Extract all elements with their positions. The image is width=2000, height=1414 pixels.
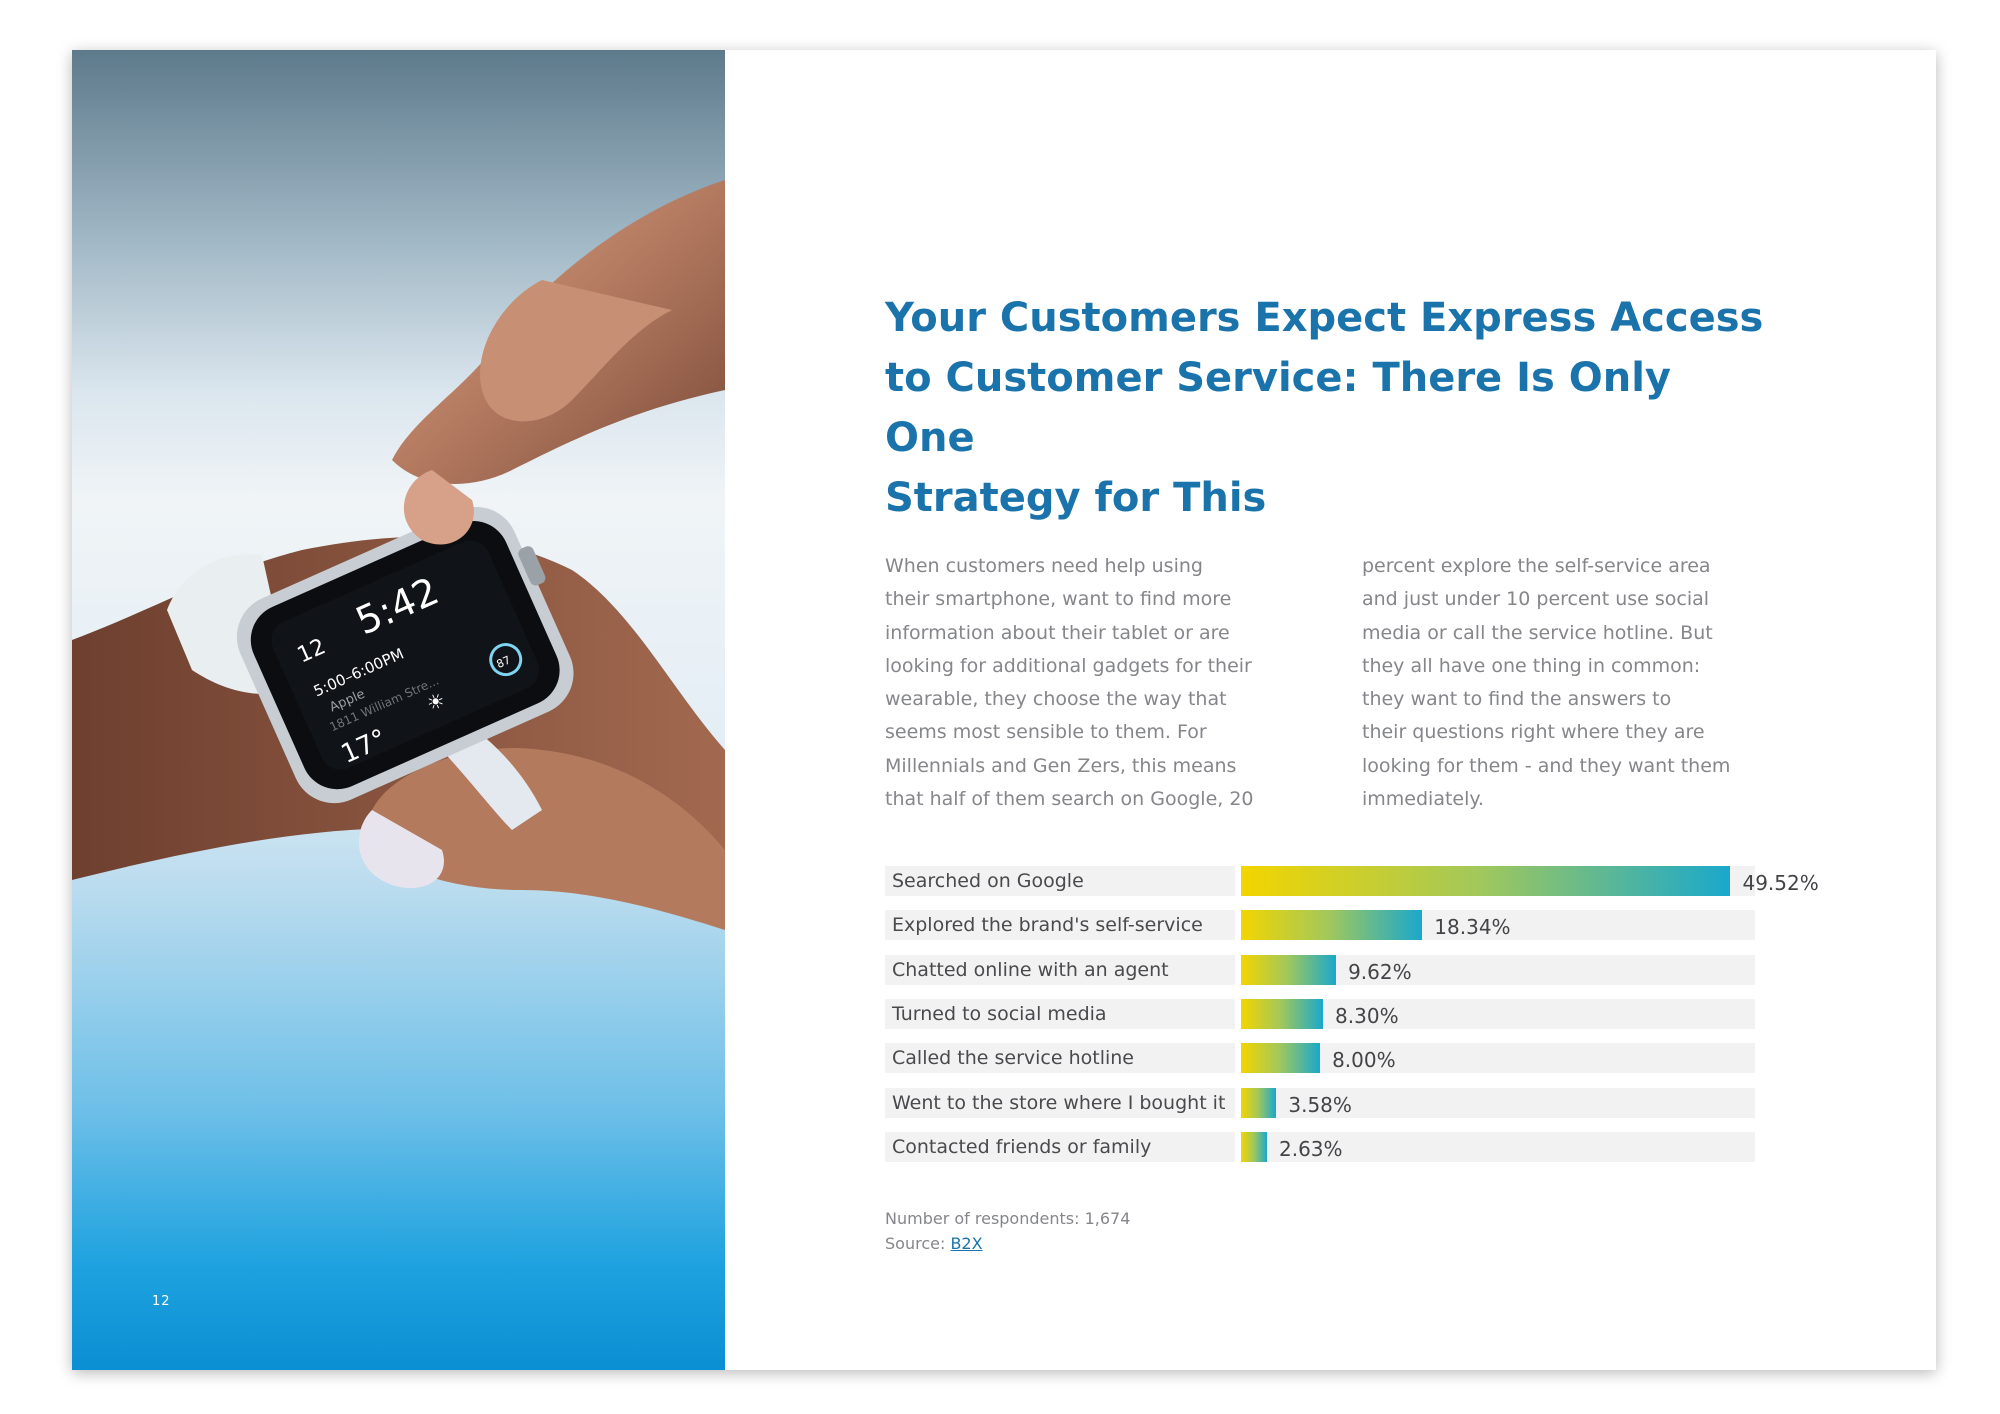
bar-label-background [885,998,1235,1029]
bar-value-label: 8.00% [1332,1048,1396,1073]
bar-row: Explored the brand's self-service 18.34% [885,910,1755,941]
bar-row: Searched on Google 49.52% [885,866,1819,896]
bar-value-label: 8.30% [1335,1003,1399,1028]
source-label: Source: [885,1234,951,1253]
bar [1241,1131,1267,1162]
body-line: information about their tablet or are [885,621,1230,644]
body-line: seems most sensible to them. For [885,721,1207,744]
body-line: that half of them search on Google, 20 [885,788,1254,811]
bar-value-label: 2.63% [1278,1136,1343,1161]
watch-ring-value: 87 [495,653,513,671]
bar-value-label: 18.34% [1434,915,1511,940]
page-title: Your Customers Expect Express Access to … [885,288,1765,528]
content-page: Your Customers Expect Express Access to … [725,50,1936,1370]
body-line: When customers need help using [885,555,1203,577]
footnotes: Number of respondents: 1,674 Source: B2X [885,1206,1130,1256]
body-line: media or call the service hotline. But [1362,621,1713,644]
bar-category-label: Went to the store where I bought it [892,1091,1226,1114]
bar [1241,910,1423,941]
title-line: Strategy for This [885,475,1267,521]
body-line: and just under 10 percent use social [1362,588,1710,611]
bar-track [1241,998,1755,1029]
bar-value-label: 3.58% [1288,1092,1352,1117]
bar-label-background [885,1043,1235,1074]
bar [1241,866,1731,896]
thumb [372,748,725,930]
body-column-2: percent explore the self-service area an… [1362,550,1802,816]
body-line: their smartphone, want to find more [885,588,1232,611]
bar-value-label: 49.52% [1742,871,1819,895]
bar [1241,998,1324,1029]
body-line: they all have one thing in common: [1362,654,1701,677]
source-link[interactable]: B2X [950,1234,983,1253]
bar-label-background [885,1131,1235,1162]
bar-track [1241,1087,1755,1118]
body-line: immediately. [1362,788,1484,811]
bar-row: Went to the store where I bought it 3.58% [885,1087,1755,1118]
brochure-spread: 5:42 12 5:00–6:00PM Apple 1811 William S… [72,50,1936,1370]
bar-category-label: Called the service hotline [892,1047,1134,1070]
bar [1241,1087,1277,1118]
bar-row: Chatted online with an agent 9.62% [885,954,1755,985]
bar-row: Contacted friends or family 2.63% [885,1131,1755,1162]
bar-category-label: Contacted friends or family [892,1135,1152,1158]
bar-category-label: Chatted online with an agent [892,958,1169,981]
bar-row: Turned to social media 8.30% [885,998,1755,1029]
bar-label-background [885,910,1235,941]
title-line: to Customer Service: There Is Only One [885,355,1671,461]
smartwatch-photo: 5:42 12 5:00–6:00PM Apple 1811 William S… [72,50,725,1370]
page-number: 12 [152,1294,171,1309]
bar-value-label: 9.62% [1348,959,1412,984]
bar-track [1241,1043,1755,1074]
bar-chart: Searched on Google 49.52% Explored the bra… [885,866,1819,1206]
body-line: they want to find the answers to [1362,688,1672,711]
body-line: wearable, they choose the way that [885,688,1227,711]
body-column-1: When customers need help using their sma… [885,550,1305,816]
bar-category-label: Turned to social media [892,1002,1107,1025]
bar-label-background [885,1087,1235,1118]
body-line: their questions right where they are [1362,721,1705,744]
bar-category-label: Explored the brand's self-service [892,914,1203,937]
bar-label-background [885,954,1235,985]
bar-category-label: Searched on Google [892,870,1084,892]
bar-track [1241,1131,1755,1162]
source-note: Source: B2X [885,1231,1130,1256]
title-line: Your Customers Expect Express Access [885,295,1764,341]
bar [1241,1043,1321,1074]
bar-label-background [885,866,1235,896]
bar-row: Called the service hotline 8.00% [885,1043,1755,1074]
body-line: Millennials and Gen Zers, this means [885,754,1237,777]
body-line: percent explore the self-service area [1362,555,1711,577]
bar [1241,954,1337,985]
respondents-note: Number of respondents: 1,674 [885,1209,1131,1228]
body-line: looking for them - and they want them [1362,754,1731,777]
index-finger [480,280,672,422]
body-line: looking for additional gadgets for their [885,654,1252,677]
